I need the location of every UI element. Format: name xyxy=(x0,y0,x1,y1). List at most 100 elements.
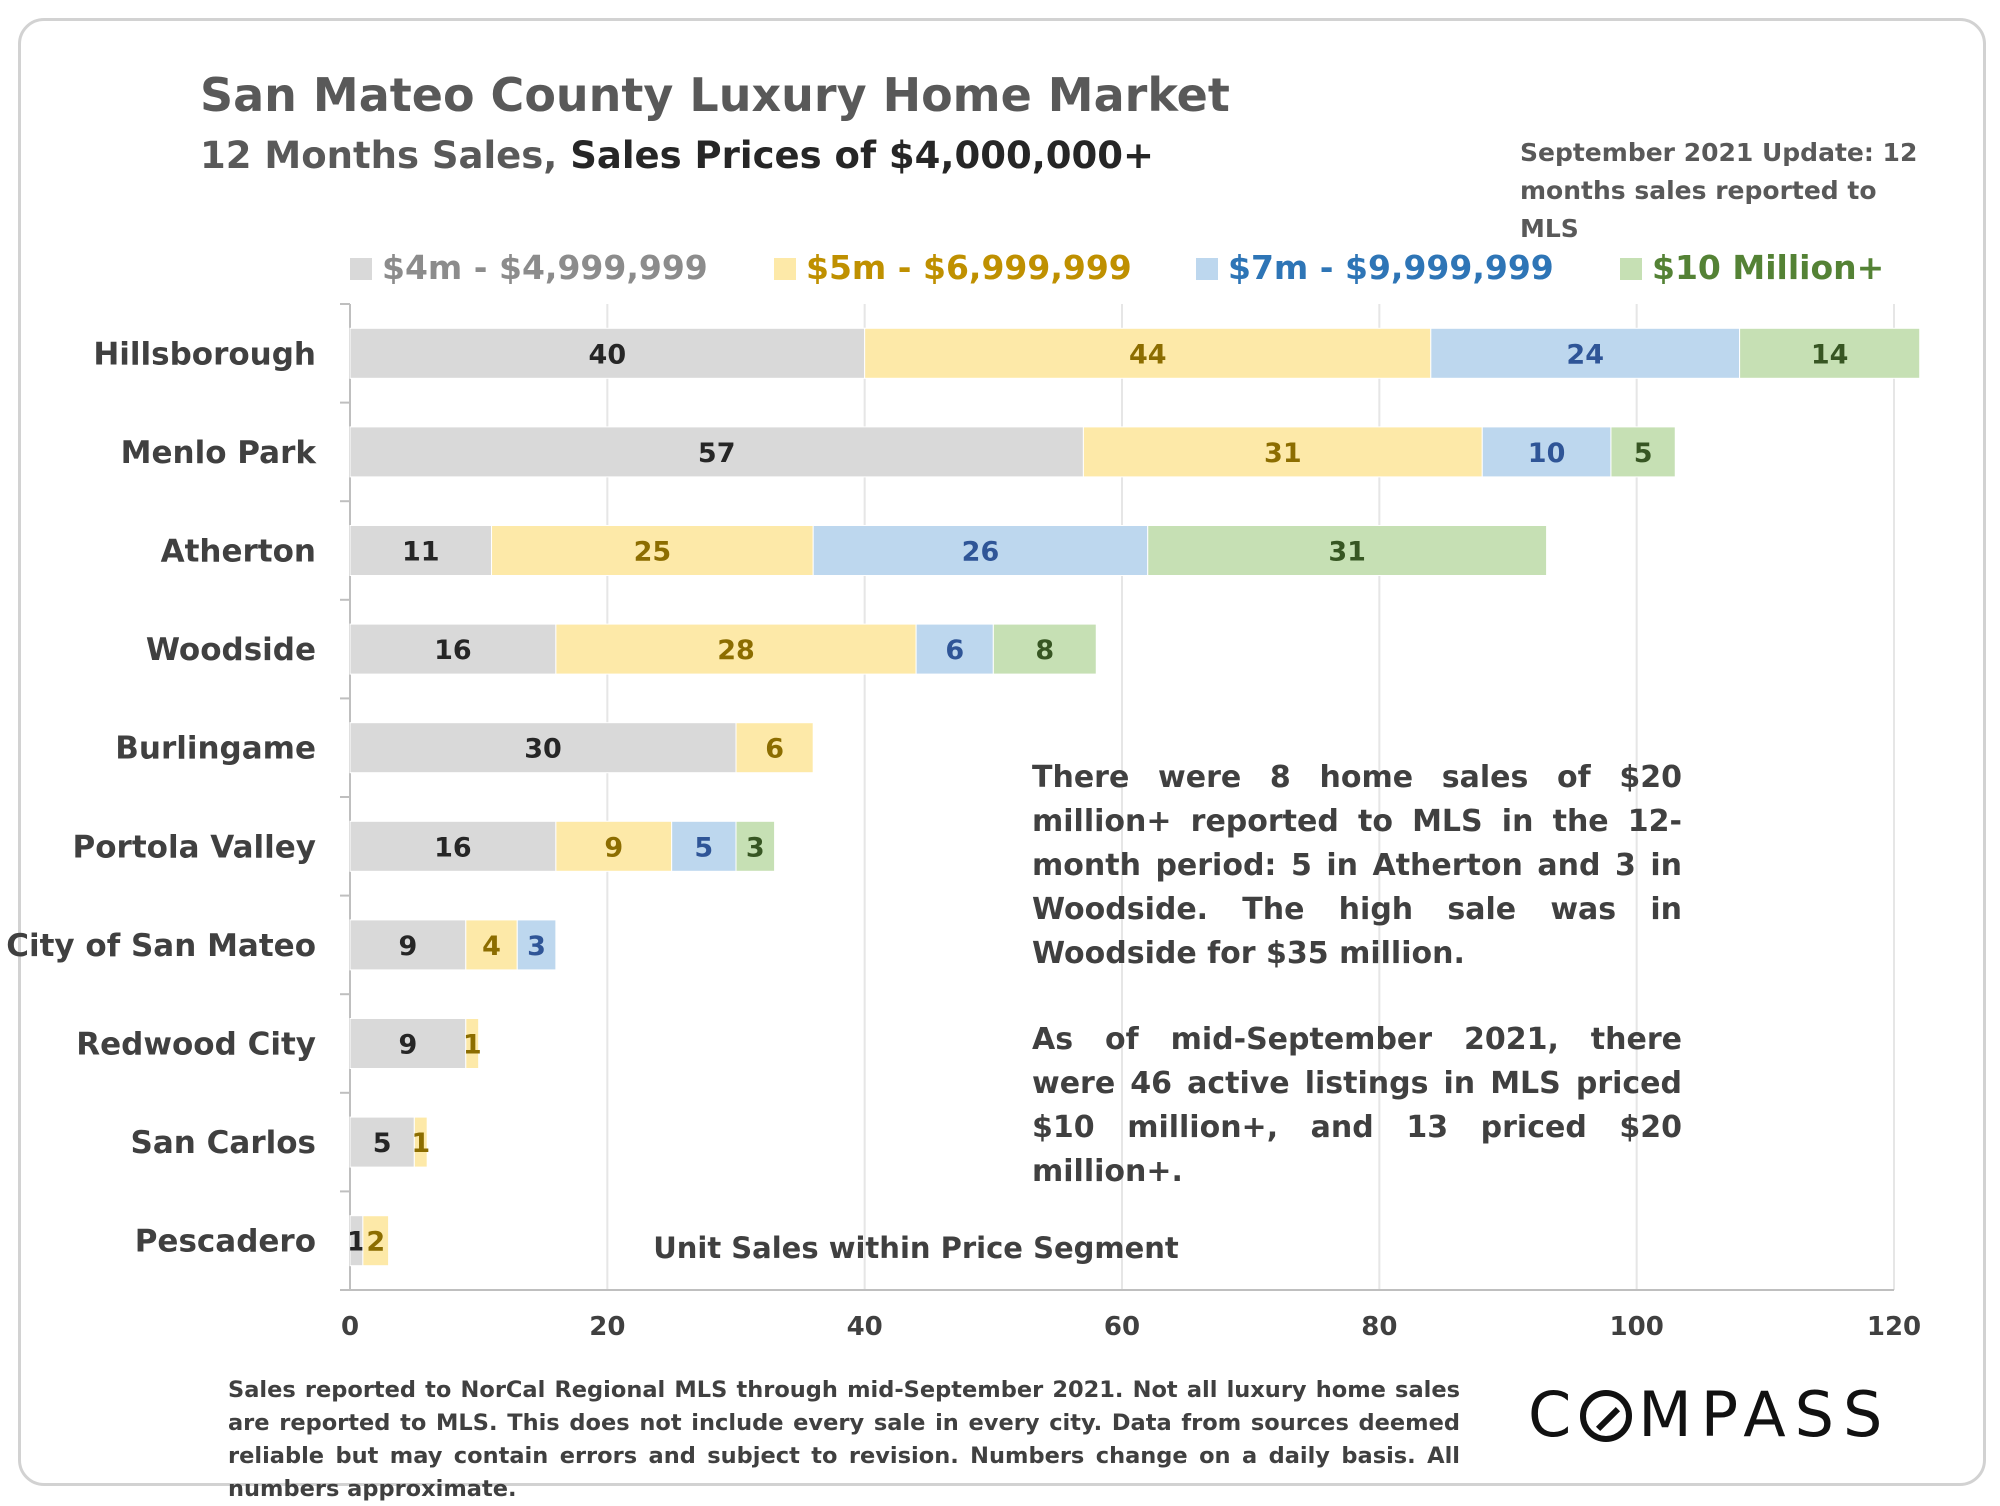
annotation-paragraph-1: There were 8 home sales of $20 million+ … xyxy=(1032,760,1682,971)
legend-label-seg4: $10 Million+ xyxy=(1652,248,1885,287)
subtitle-part-1: 12 Months Sales, xyxy=(200,134,571,177)
x-tick-label: 20 xyxy=(589,1312,625,1342)
data-label: 40 xyxy=(589,339,627,370)
x-axis-title: Unit Sales within Price Segment xyxy=(653,1231,1179,1265)
data-label: 5 xyxy=(694,832,713,863)
category-label: Redwood City xyxy=(76,1027,316,1063)
annotation-paragraph-2: As of mid-September 2021, there were 46 … xyxy=(1032,1022,1682,1189)
bar-segment xyxy=(465,1018,480,1069)
data-label: 24 xyxy=(1566,339,1604,370)
data-label: 31 xyxy=(1328,537,1366,568)
data-label: 6 xyxy=(765,734,784,765)
bar-segment xyxy=(349,327,866,379)
legend-label-seg3: $7m - $9,999,999 xyxy=(1228,248,1554,287)
data-label: 14 xyxy=(1811,339,1849,370)
bar-segment xyxy=(812,525,1149,576)
data-label: 30 xyxy=(524,734,562,765)
data-label: 4 xyxy=(482,931,501,962)
data-label: 57 xyxy=(698,438,736,469)
data-label: 44 xyxy=(1129,339,1167,370)
category-label: San Carlos xyxy=(131,1125,316,1161)
legend-item-seg1: $4m - $4,999,999 xyxy=(350,248,708,287)
legend-item-seg3: $7m - $9,999,999 xyxy=(1196,248,1554,287)
bar-segment xyxy=(349,1116,415,1168)
bar-segment xyxy=(1610,426,1676,478)
bar-segment xyxy=(1481,426,1612,478)
data-label: 5 xyxy=(373,1128,392,1159)
bar-segment xyxy=(1082,426,1483,478)
chart-subtitle: 12 Months Sales, Sales Prices of $4,000,… xyxy=(200,134,1154,177)
bar-segment xyxy=(349,426,1084,478)
x-tick-label: 40 xyxy=(847,1312,883,1342)
data-label: 10 xyxy=(1528,438,1566,469)
data-label: 1 xyxy=(347,1227,366,1258)
update-note: September 2021 Update: 12 months sales r… xyxy=(1520,138,1918,243)
category-label: Atherton xyxy=(161,534,316,570)
bar-segment xyxy=(349,1018,467,1069)
data-label: 16 xyxy=(434,832,472,863)
bar-segment xyxy=(491,525,814,576)
logo-letters: MPASS xyxy=(1638,1378,1892,1451)
data-label: 3 xyxy=(746,832,765,863)
bar-segment xyxy=(413,1116,428,1168)
compass-logo: C MPASS xyxy=(1528,1378,1891,1451)
x-tick-label: 120 xyxy=(1867,1312,1921,1342)
bar-segment xyxy=(735,820,776,872)
bar-segment xyxy=(992,623,1097,675)
bar-segment xyxy=(915,623,994,675)
legend-swatch-seg3 xyxy=(1196,258,1218,280)
bar-segment xyxy=(516,919,557,971)
logo-letter-c: C xyxy=(1528,1378,1581,1451)
bar-segment xyxy=(555,623,917,675)
data-label: 25 xyxy=(634,537,672,568)
data-label: 1 xyxy=(411,1128,430,1159)
bar-segment xyxy=(349,525,493,576)
data-label: 8 xyxy=(1035,635,1054,666)
legend-swatch-seg2 xyxy=(774,258,796,280)
x-tick-label: 100 xyxy=(1610,1312,1664,1342)
chart-title: San Mateo County Luxury Home Market xyxy=(200,68,1230,122)
data-label: 9 xyxy=(399,1030,418,1061)
legend-swatch-seg1 xyxy=(350,258,372,280)
category-label: Woodside xyxy=(146,632,316,668)
bar-segment xyxy=(349,919,467,971)
bar-segment xyxy=(349,623,557,675)
legend-item-seg4: $10 Million+ xyxy=(1620,248,1884,287)
legend-label-seg1: $4m - $4,999,999 xyxy=(382,248,708,287)
logo-o-mark xyxy=(1580,1390,1633,1442)
x-tick-label: 0 xyxy=(341,1312,359,1342)
bar-segment xyxy=(1739,327,1921,379)
x-tick-label: 60 xyxy=(1104,1312,1140,1342)
category-label: Portola Valley xyxy=(73,829,316,865)
bar-segment xyxy=(864,327,1432,379)
bar-segment xyxy=(349,722,737,774)
category-label: Pescadero xyxy=(135,1224,316,1260)
bar-segment xyxy=(349,820,557,872)
chart-frame xyxy=(18,18,1986,1486)
bar-segment xyxy=(735,722,814,774)
data-label: 5 xyxy=(1634,438,1653,469)
category-label: Burlingame xyxy=(115,731,316,767)
data-label: 1 xyxy=(463,1030,482,1061)
bar-segment xyxy=(555,820,673,872)
category-label: Hillsborough xyxy=(93,336,316,372)
x-tick-label: 80 xyxy=(1361,1312,1397,1342)
data-label: 9 xyxy=(399,931,418,962)
annotation-box: There were 8 home sales of $20 million+ … xyxy=(1032,756,1682,1236)
legend-label-seg2: $5m - $6,999,999 xyxy=(806,248,1132,287)
data-label: 31 xyxy=(1264,438,1302,469)
legend-item-seg2: $5m - $6,999,999 xyxy=(774,248,1132,287)
bar-segment xyxy=(1430,327,1741,379)
data-label: 9 xyxy=(604,832,623,863)
data-label: 2 xyxy=(366,1227,385,1258)
data-label: 26 xyxy=(962,537,1000,568)
subtitle-part-2: Sales Prices of $4,000,000+ xyxy=(570,134,1154,177)
data-label: 6 xyxy=(945,635,964,666)
data-label: 11 xyxy=(402,537,440,568)
bar-segment xyxy=(362,1215,390,1267)
legend-swatch-seg4 xyxy=(1620,258,1642,280)
category-label: Menlo Park xyxy=(121,435,318,471)
category-label: City of San Mateo xyxy=(6,928,316,964)
bar-segment xyxy=(1147,525,1548,576)
